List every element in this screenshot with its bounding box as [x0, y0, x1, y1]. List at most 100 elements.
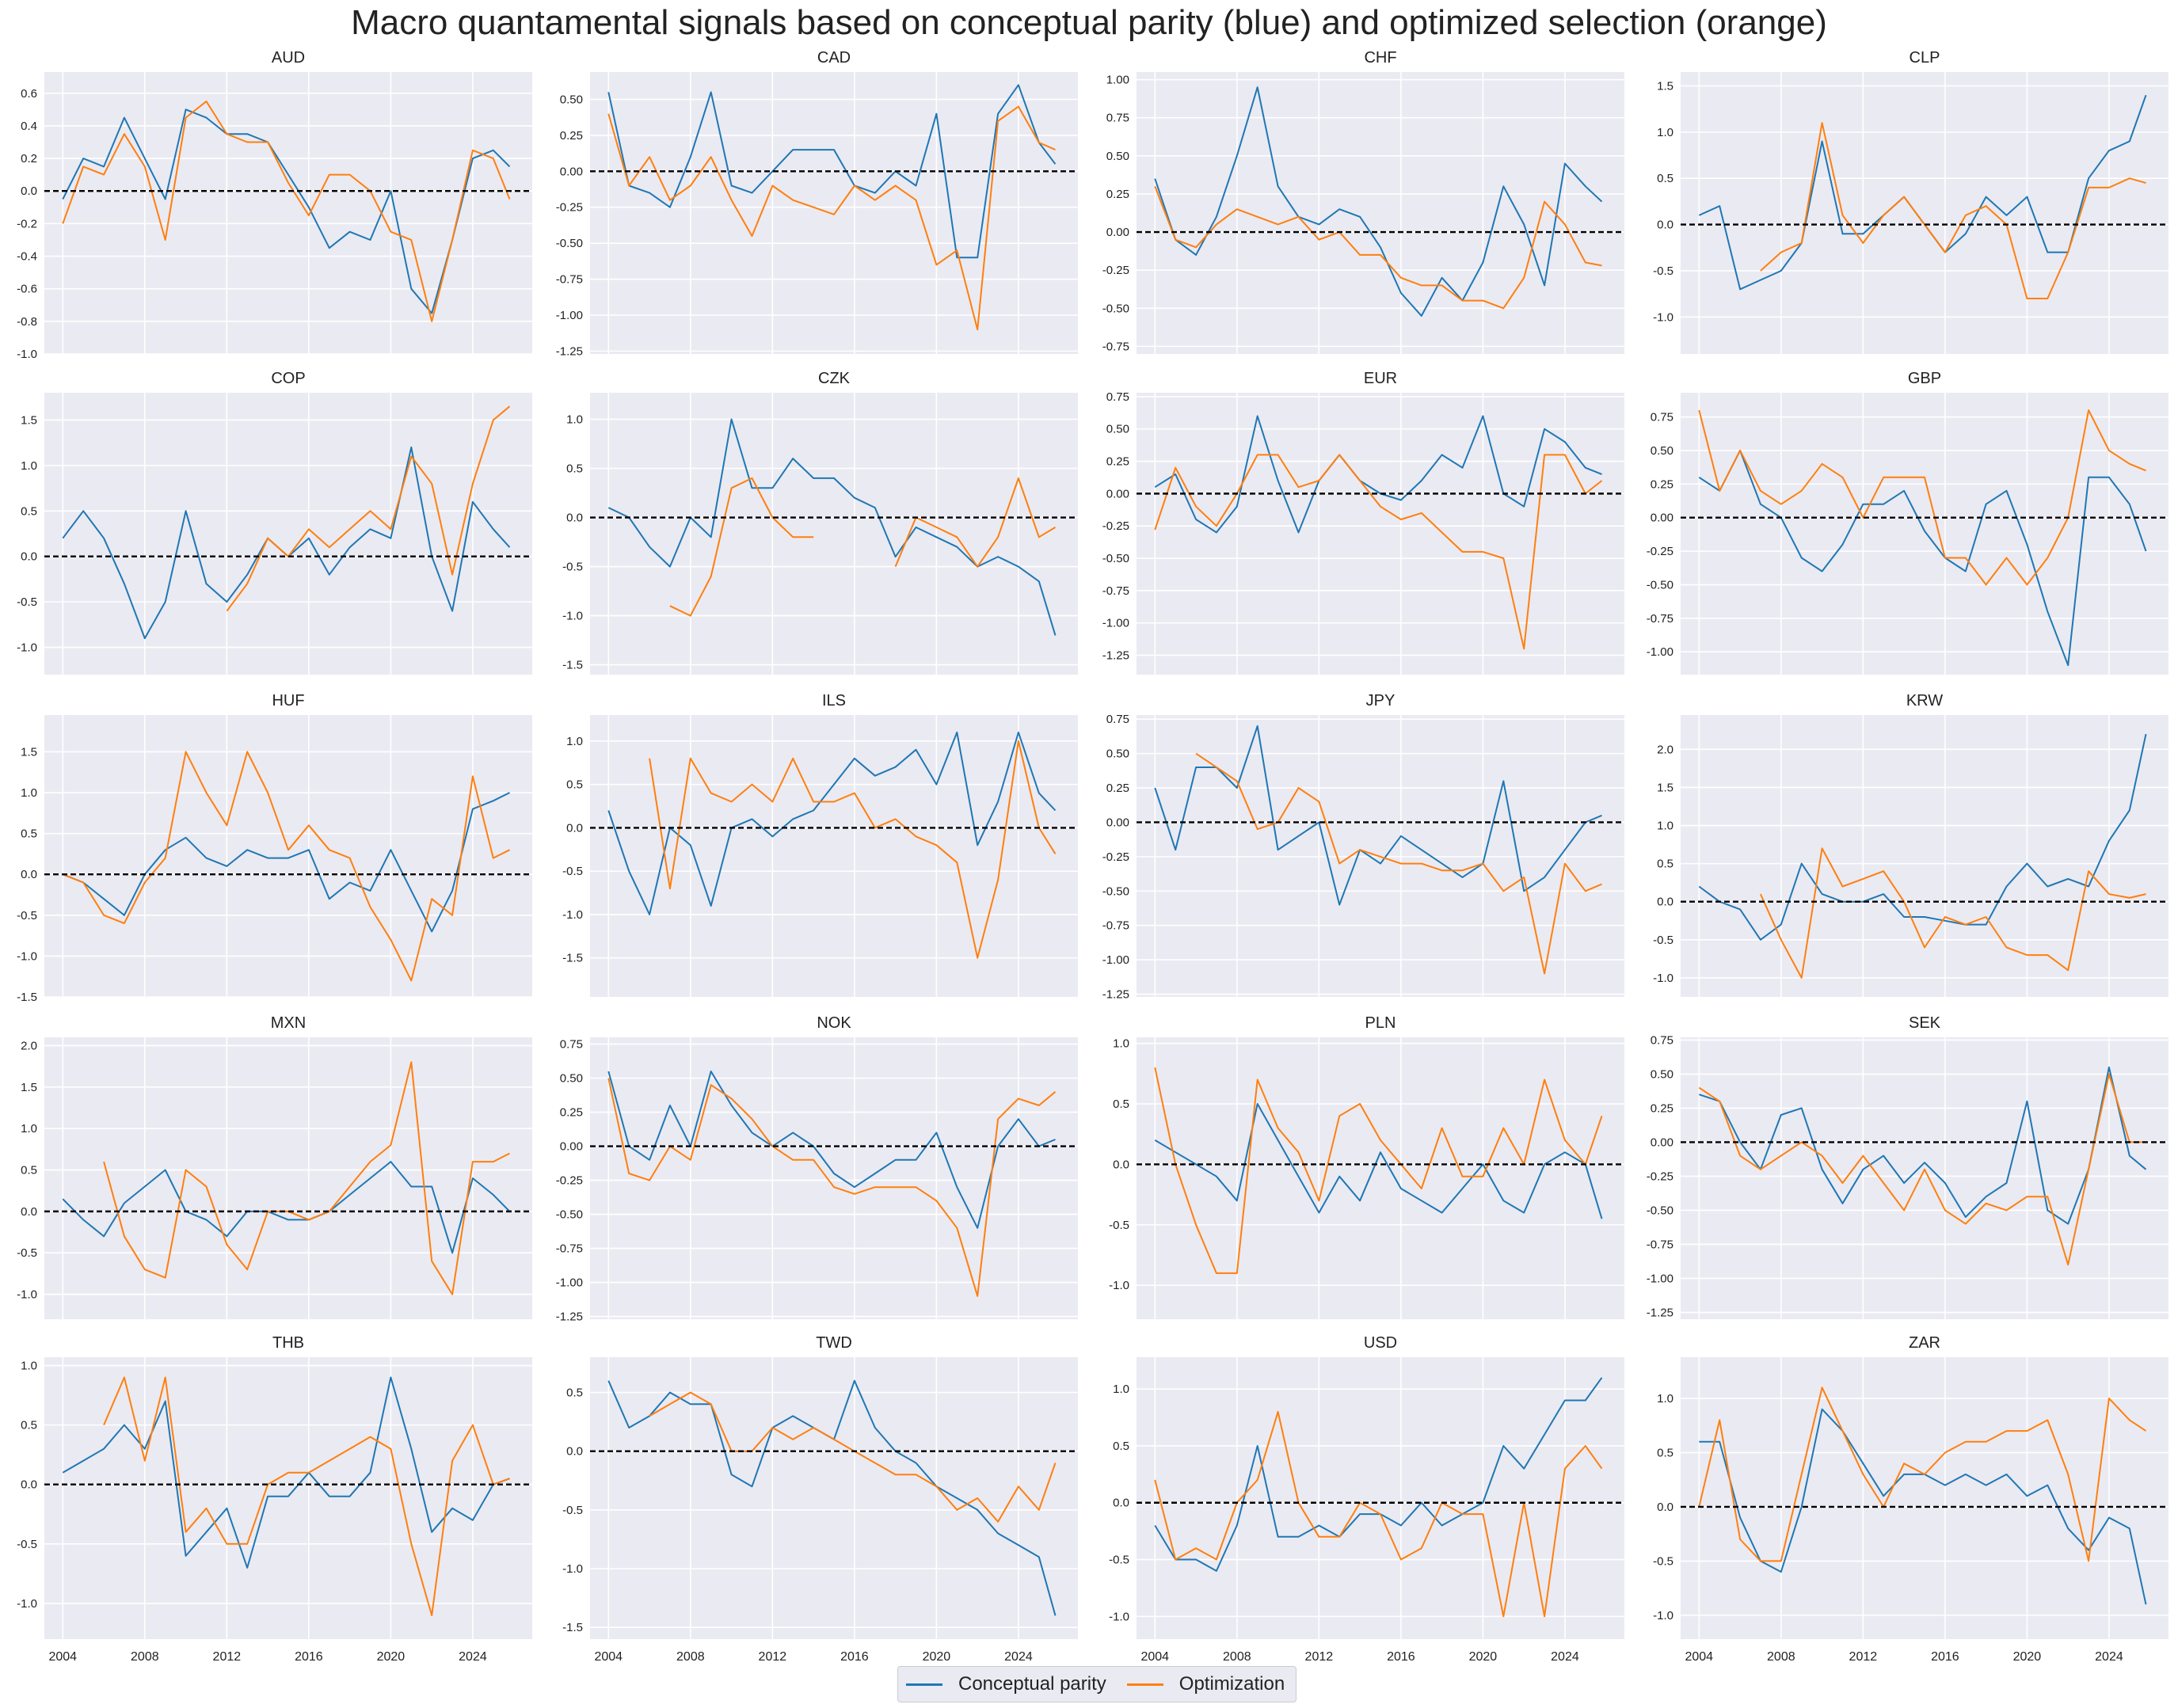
y-tick-label: 2.0 [21, 1039, 37, 1052]
y-tick-label: 0.0 [1657, 896, 1673, 909]
series-line-conceptual-parity [1154, 86, 1603, 317]
y-tick-label: 0.00 [1651, 512, 1673, 525]
panel-title: ZAR [1909, 1334, 1940, 1352]
x-tick-label: 2012 [1849, 1650, 1878, 1664]
y-tick-label: 0.75 [1651, 411, 1673, 424]
y-tick-label: 1.0 [1113, 1037, 1129, 1051]
y-tick-label: -1.25 [1102, 988, 1129, 1002]
x-tick-label: 2004 [1685, 1650, 1713, 1664]
y-tick-label: 0.0 [1113, 1158, 1129, 1171]
y-tick-label: 0.75 [1651, 1033, 1673, 1047]
y-tick-label: -0.6 [17, 283, 37, 296]
y-tick-label: -0.75 [1647, 612, 1673, 626]
panel-title: THB [272, 1334, 304, 1352]
series-line-optimization [607, 1078, 1057, 1297]
x-tick-label: 2020 [377, 1650, 406, 1664]
panel-pln: PLN -1.0 -0.5 0.0 0.5 1.0 [1109, 1014, 1624, 1319]
x-tick-label: 2004 [48, 1650, 77, 1664]
series-line-conceptual-parity [1698, 733, 2147, 941]
panel-usd: USD 2004 2008 2012 2016 2020 2024 -1.0 -0.5 0.0 0.… [1109, 1334, 1624, 1664]
y-tick-label: -1.0 [562, 610, 583, 623]
y-tick-label: -0.50 [1647, 578, 1673, 592]
y-tick-label: -1.0 [562, 908, 583, 922]
legend: Conceptual parity Optimization [897, 1666, 1297, 1702]
x-tick-label: 2020 [2013, 1650, 2042, 1664]
panel-krw: KRW -1.0 -0.5 0.0 0.5 1.0 1.5 2.0 [1653, 692, 2168, 997]
y-tick-label: 1.0 [1657, 1392, 1673, 1406]
panel-title: KRW [1906, 692, 1943, 709]
x-tick-label: 2016 [1387, 1650, 1415, 1664]
series-line-optimization [62, 751, 510, 982]
series-line-conceptual-parity [1698, 449, 2147, 667]
series-line-optimization [1759, 847, 2146, 979]
y-tick-label: -1.25 [556, 344, 583, 358]
x-tick-label: 2012 [213, 1650, 242, 1664]
y-tick-label: 0.50 [560, 93, 583, 107]
panel-title: COP [271, 370, 305, 387]
y-tick-label: 0.25 [1651, 1101, 1673, 1115]
y-tick-label: 0.75 [1106, 390, 1129, 404]
x-tick-label: 2008 [676, 1650, 705, 1664]
y-tick-label: -0.25 [1647, 545, 1673, 558]
y-tick-label: -0.50 [1102, 552, 1129, 565]
series-line-optimization [1698, 1073, 2146, 1266]
series-line-conceptual-parity [62, 1376, 510, 1569]
x-tick-label: 2024 [2095, 1650, 2123, 1664]
y-tick-label: 1.0 [21, 1360, 37, 1373]
y-tick-label: -0.5 [562, 1504, 583, 1517]
y-tick-label: -0.25 [1102, 264, 1129, 277]
series-line-conceptual-parity [62, 792, 510, 933]
panel-ils: ILS -1.5 -1.0 -0.5 0.0 0.5 1.0 [562, 692, 1078, 997]
y-tick-label: -0.50 [556, 237, 583, 250]
panel-aud: AUD -1.0 -0.8 -0.6 -0.4 -0.2 0.0 0.2 0.4 0.6 [17, 49, 532, 361]
y-tick-label: -1.0 [1653, 1609, 1673, 1622]
x-tick-label: 2020 [1469, 1650, 1498, 1664]
panel-title: CZK [818, 370, 851, 387]
x-tick-label: 2008 [131, 1650, 159, 1664]
series-line-optimization [62, 101, 511, 322]
y-tick-label: 0.75 [1106, 713, 1129, 726]
y-tick-label: 0.00 [1106, 487, 1129, 500]
plot-area [44, 1037, 532, 1319]
plot-area [590, 1037, 1078, 1319]
y-tick-label: -1.00 [1647, 645, 1673, 659]
x-tick-label: 2008 [1223, 1650, 1251, 1664]
x-tick-label: 2024 [1551, 1650, 1579, 1664]
plot-area [590, 715, 1078, 997]
y-tick-label: 0.5 [1657, 1446, 1673, 1459]
y-tick-label: 0.50 [1106, 150, 1129, 163]
y-tick-label: -0.5 [562, 865, 583, 878]
series-line-optimization [1698, 1387, 2147, 1562]
x-tick-label: 2024 [1004, 1650, 1033, 1664]
y-tick-label: 0.50 [1106, 747, 1129, 761]
plot-area [44, 393, 532, 675]
y-tick-label: -0.5 [17, 1538, 37, 1551]
y-tick-label: -1.0 [562, 1562, 583, 1576]
y-tick-label: 0.00 [560, 165, 583, 178]
y-tick-label: -0.5 [1653, 264, 1673, 278]
series-line-optimization [226, 405, 511, 612]
y-tick-label: -1.0 [17, 348, 37, 361]
y-tick-label: -1.0 [17, 949, 37, 963]
series-line-optimization [103, 1061, 510, 1295]
series-line-conceptual-parity [607, 84, 1057, 259]
y-tick-label: -0.25 [556, 201, 583, 215]
y-tick-label: 1.0 [21, 786, 37, 800]
plot-area [1681, 1037, 2168, 1319]
y-tick-label: 0.25 [1106, 782, 1129, 795]
y-tick-label: 0.50 [1651, 444, 1673, 458]
legend-item-conceptual-parity: Conceptual parity [906, 1673, 1106, 1695]
y-tick-label: 1.0 [1113, 1383, 1129, 1396]
series-line-conceptual-parity [1154, 1103, 1603, 1219]
panel-huf: HUF -1.5 -1.0 -0.5 0.0 0.5 1.0 1.5 [17, 692, 532, 1004]
y-tick-label: 0.00 [560, 1140, 583, 1154]
panel-twd: TWD 2004 2008 2012 2016 2020 2024 -1.5 -1.0 -0.5 0… [562, 1334, 1078, 1664]
panel-title: CAD [817, 49, 851, 67]
y-tick-label: 0.00 [1106, 226, 1129, 239]
y-tick-label: -1.0 [1653, 972, 1673, 985]
panel-title: CHF [1364, 49, 1396, 67]
y-tick-label: -1.00 [556, 309, 583, 322]
x-tick-label: 2004 [1140, 1650, 1169, 1664]
series-line-optimization [1154, 1067, 1603, 1274]
